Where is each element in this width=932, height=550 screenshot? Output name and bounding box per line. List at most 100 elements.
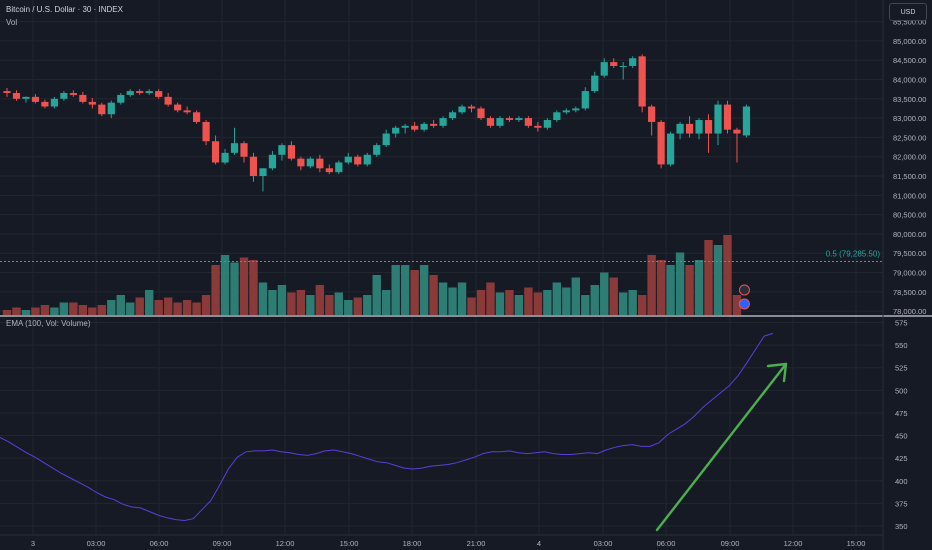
price-tick-label: 82,000.00 [893, 153, 926, 162]
ema-tick-label: 425 [895, 454, 908, 463]
candle-body [155, 91, 163, 97]
price-tick-label: 85,500.00 [893, 18, 926, 27]
ema-tick-label: 475 [895, 409, 908, 418]
volume-bar [50, 307, 59, 315]
volume-bar [400, 265, 410, 315]
price-tick-label: 83,500.00 [893, 95, 926, 104]
price-tick-label: 78,000.00 [893, 307, 926, 316]
volume-bar [514, 295, 524, 315]
candle-body [553, 112, 561, 121]
candle-body [69, 93, 77, 95]
candle-body [50, 98, 58, 107]
time-tick-label: 18:00 [403, 539, 422, 548]
candle-body [496, 118, 504, 126]
candle-body [486, 118, 495, 126]
price-tick-label: 81,500.00 [893, 172, 926, 181]
volume-bar [78, 305, 88, 315]
ema-tick-label: 450 [895, 432, 908, 441]
time-tick-label: 12:00 [276, 539, 295, 548]
volume-bar [732, 295, 742, 315]
ema-tick-label: 500 [895, 386, 908, 395]
volume-bar [287, 292, 296, 315]
volume-bar [694, 260, 704, 315]
candle-body [363, 154, 371, 165]
volume-bar [12, 307, 21, 315]
volume-bar [628, 290, 637, 315]
time-tick-label: 21:00 [467, 539, 486, 548]
candle-body [439, 118, 447, 126]
volume-bar [306, 295, 315, 315]
candle-body [98, 104, 106, 115]
time-tick-label: 3 [31, 539, 35, 548]
volume-bar [619, 292, 628, 315]
indicator-title: EMA (100, Vol: Volume) [6, 319, 91, 328]
candle-body [316, 158, 324, 169]
time-tick-label: 09:00 [721, 539, 740, 548]
time-tick-label: 12:00 [784, 539, 803, 548]
price-tick-label: 79,000.00 [893, 269, 926, 278]
volume-bar [647, 255, 656, 315]
trend-arrow [655, 362, 788, 532]
volume-bar [391, 265, 400, 315]
volume-bar [713, 245, 723, 315]
volume-bar [609, 277, 618, 315]
volume-bar [429, 275, 438, 315]
volume-bar [220, 255, 230, 315]
volume-bar [457, 282, 467, 315]
price-tick-label: 80,000.00 [893, 230, 926, 239]
candle-body [136, 91, 144, 94]
volume-bar [40, 305, 50, 315]
volume-bar [571, 277, 580, 315]
candle-body [221, 152, 229, 163]
volume-bar [723, 235, 732, 315]
candle-body [297, 158, 305, 167]
volume-bar [637, 295, 647, 315]
volume-bar [154, 300, 163, 315]
volume-bar [2, 310, 12, 315]
volume-bar [448, 287, 457, 315]
price-tick-label: 81,000.00 [893, 191, 926, 200]
ema-line [0, 332, 774, 522]
candle-body [117, 94, 125, 103]
volume-bar [325, 295, 334, 315]
candle-body [685, 123, 694, 134]
candle-body [477, 108, 485, 119]
volume-bar [163, 297, 173, 315]
candle-body [420, 123, 428, 130]
candle-body [174, 104, 182, 111]
candle-body [657, 121, 665, 165]
volume-bar [581, 295, 590, 315]
candle-body [458, 106, 466, 113]
candle-body [287, 145, 295, 159]
candle-body [373, 145, 381, 155]
volume-bar [533, 292, 543, 315]
volume-bar [182, 300, 192, 315]
time-tick-label: 03:00 [594, 539, 613, 548]
volume-bar [382, 290, 391, 315]
candle-body [164, 96, 172, 105]
candle-body [505, 118, 514, 121]
candle-body [12, 93, 21, 99]
candle-body [723, 104, 732, 130]
volume-bar [562, 287, 571, 315]
time-tick-label: 09:00 [213, 539, 232, 548]
volume-bar [173, 302, 182, 315]
volume-bar [590, 285, 599, 315]
candle-body [676, 123, 684, 134]
ema-tick-label: 525 [895, 364, 908, 373]
candle-body [382, 133, 390, 146]
candle-body [562, 110, 570, 113]
candle-body [572, 108, 580, 111]
candle-body [268, 154, 277, 169]
candle-body [145, 91, 153, 94]
volume-bar [277, 285, 287, 315]
candle-body [278, 145, 286, 155]
candle-body [610, 62, 618, 66]
candle-body [733, 129, 741, 134]
currency-button[interactable]: USD [889, 3, 927, 21]
candle-body [714, 104, 722, 134]
time-tick-label: 15:00 [340, 539, 359, 548]
candle-body [249, 156, 258, 177]
time-tick-label: 4 [537, 539, 541, 548]
